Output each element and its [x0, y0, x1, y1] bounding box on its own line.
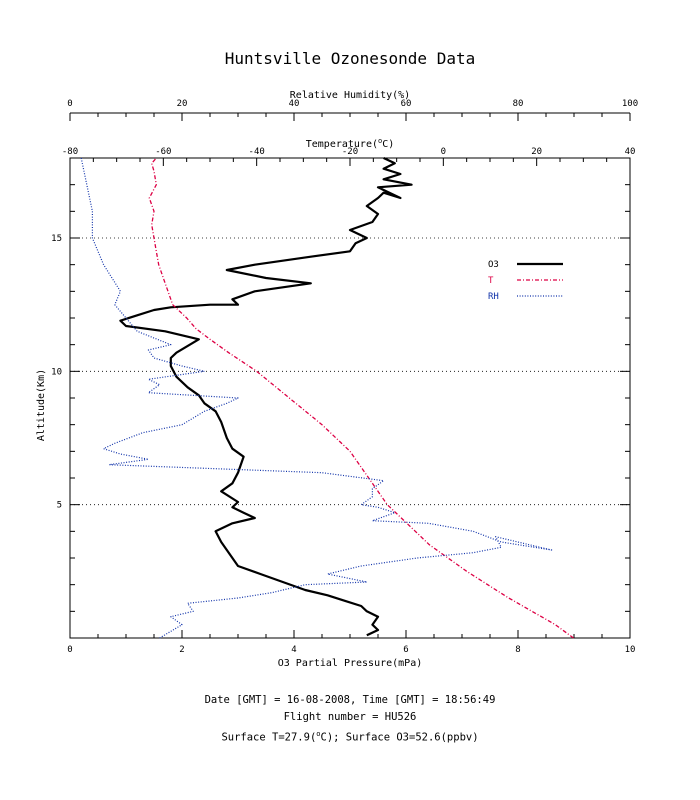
humidity-axis-label: Relative Humidity(%)	[290, 90, 410, 101]
humidity-tick-label: 60	[401, 99, 412, 109]
humidity-tick-label: 100	[622, 99, 638, 109]
temperature-axis-ticks: -80 -60 -40 -20 0 20 40	[62, 147, 636, 166]
temperature-tick-label: 0	[441, 147, 446, 157]
ozone-tick-label: 4	[291, 645, 296, 655]
altitude-axis-ticks: 5 10 15	[51, 184, 630, 612]
footer-date-time: Date [GMT] = 16-08-2008, Time [GMT] = 18…	[204, 694, 496, 706]
altitude-axis-label: Altitude(Km)	[36, 369, 47, 441]
ozone-axis-label: O3 Partial Pressure(mPa)	[278, 658, 423, 669]
series-t-line	[148, 157, 574, 639]
chart-title: Huntsville Ozonesonde Data	[225, 49, 475, 68]
legend-label-rh: RH	[488, 292, 499, 302]
temperature-tick-label: 40	[625, 147, 636, 157]
legend-label-t: T	[488, 276, 494, 286]
temperature-tick-label: 20	[531, 147, 542, 157]
series-group	[80, 157, 574, 639]
temperature-tick-label: -20	[342, 147, 358, 157]
ozone-axis-ticks: 0 2 4 6 8 10	[67, 630, 635, 655]
temperature-tick-label: -40	[249, 147, 265, 157]
ozone-tick-label: 6	[403, 645, 408, 655]
temperature-tick-label: -80	[62, 147, 78, 157]
y-tick-label: 15	[51, 234, 62, 244]
humidity-tick-label: 40	[289, 99, 300, 109]
ozone-tick-label: 2	[179, 645, 184, 655]
y-tick-label: 5	[57, 501, 62, 511]
ozone-tick-label: 0	[67, 645, 72, 655]
y-tick-label: 10	[51, 367, 62, 377]
temperature-axis-label: Temperature(oC)	[306, 137, 395, 150]
humidity-tick-label: 20	[177, 99, 188, 109]
humidity-tick-label: 0	[67, 99, 72, 109]
grid-lines	[70, 237, 630, 506]
series-o3-line	[119, 157, 413, 637]
temperature-tick-label: -60	[155, 147, 171, 157]
footer-flight-number: Flight number = HU526	[283, 711, 417, 723]
legend-label-o3: O3	[488, 260, 499, 270]
ozone-tick-label: 8	[515, 645, 520, 655]
humidity-tick-label: 80	[513, 99, 524, 109]
legend: O3 T RH	[488, 260, 563, 302]
footer: Date [GMT] = 16-08-2008, Time [GMT] = 18…	[0, 692, 700, 747]
ozone-tick-label: 10	[625, 645, 636, 655]
humidity-axis-ticks: 0 20 40 60 80 100	[67, 99, 638, 121]
footer-surface-values: Surface T=27.9(oC); Surface O3=52.6(ppbv…	[221, 730, 479, 744]
series-rh-line	[80, 157, 553, 639]
